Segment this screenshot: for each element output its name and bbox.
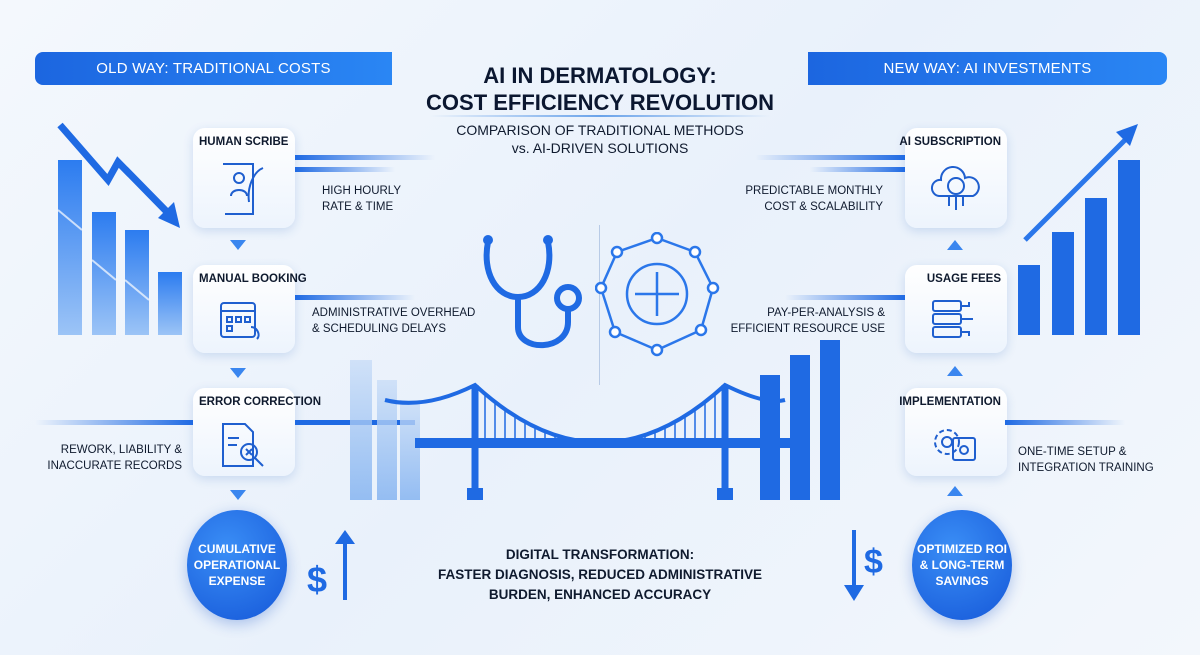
arrow-up-icon bbox=[947, 366, 963, 376]
usage-fees-card: USAGE FEES bbox=[905, 265, 1007, 353]
ai-subscription-desc: PREDICTABLE MONTHLY COST & SCALABILITY bbox=[700, 183, 883, 215]
connector-stripe bbox=[755, 155, 905, 160]
arrow-up-icon bbox=[947, 240, 963, 250]
new-way-banner: NEW WAY: AI INVESTMENTS bbox=[808, 52, 1167, 85]
optimized-roi-circle: OPTIMIZED ROI & LONG-TERM SAVINGS bbox=[912, 510, 1012, 620]
arrow-down-icon bbox=[230, 240, 246, 250]
card-title: USAGE FEES bbox=[926, 273, 1001, 285]
manual-booking-card: MANUAL BOOKING bbox=[193, 265, 307, 353]
subtitle-line: vs. AI-DRIVEN SOLUTIONS bbox=[511, 140, 689, 156]
ai-subscription-card: AI SUBSCRIPTION bbox=[899, 128, 1007, 228]
desc-line: INTEGRATION TRAINING bbox=[1018, 462, 1154, 474]
svg-text:$: $ bbox=[864, 543, 883, 581]
card-title: ERROR CORRECTION bbox=[199, 396, 322, 408]
usage-fees-desc: PAY-PER-ANALYSIS & EFFICIENT RESOURCE USE bbox=[700, 305, 885, 337]
desc-line: COST & SCALABILITY bbox=[764, 201, 883, 213]
skin-network-icon bbox=[595, 232, 720, 357]
card-title: HUMAN SCRIBE bbox=[199, 136, 289, 148]
error-correction-desc: REWORK, LIABILITY & INACCURATE RECORDS bbox=[30, 442, 182, 474]
server-circuit-icon bbox=[932, 300, 973, 338]
error-correction-card: ERROR CORRECTION bbox=[193, 388, 321, 476]
dollar-up-arrow-icon: $ bbox=[307, 530, 355, 600]
scribe-scroll-quill-icon bbox=[223, 163, 264, 215]
gear-window-icon bbox=[934, 429, 976, 461]
desc-line: & SCHEDULING DELAYS bbox=[312, 323, 446, 335]
desc-line: REWORK, LIABILITY & bbox=[60, 444, 182, 456]
stethoscope-icon bbox=[483, 235, 582, 349]
arrow-down-icon bbox=[230, 490, 246, 500]
title-divider bbox=[430, 115, 770, 117]
connector-stripe bbox=[295, 295, 415, 300]
subtitle: COMPARISON OF TRADITIONAL METHODS vs. AI… bbox=[395, 121, 805, 157]
old-way-banner: OLD WAY: TRADITIONAL COSTS bbox=[35, 52, 392, 85]
implementation-card: IMPLEMENTATION bbox=[899, 388, 1007, 476]
manual-booking-desc: ADMINISTRATIVE OVERHEAD & SCHEDULING DELA… bbox=[312, 305, 475, 337]
human-scribe-desc: HIGH HOURLY RATE & TIME bbox=[322, 183, 401, 215]
card-title: MANUAL BOOKING bbox=[199, 273, 307, 285]
result-label: CUMULATIVE OPERATIONAL EXPENSE bbox=[193, 542, 281, 588]
center-line: FASTER DIAGNOSIS, REDUCED ADMINISTRATIVE bbox=[437, 567, 763, 582]
connector-stripe bbox=[295, 155, 435, 160]
subtitle-line: COMPARISON OF TRADITIONAL METHODS bbox=[456, 122, 744, 138]
connector-stripe bbox=[295, 167, 395, 172]
arrow-up-icon bbox=[947, 486, 963, 496]
digital-transformation-text: DIGITAL TRANSFORMATION: FASTER DIAGNOSIS… bbox=[420, 545, 780, 605]
bridge-illustration bbox=[350, 340, 840, 500]
desc-line: INACCURATE RECORDS bbox=[47, 460, 182, 472]
document-magnifier-error-icon bbox=[222, 423, 264, 467]
desc-line: RATE & TIME bbox=[322, 201, 394, 213]
new-way-label: NEW WAY: AI INVESTMENTS bbox=[883, 60, 1092, 77]
human-scribe-card: HUMAN SCRIBE bbox=[193, 128, 295, 228]
connector-stripe bbox=[1005, 420, 1125, 425]
svg-text:$: $ bbox=[307, 559, 327, 600]
dollar-down-arrow-icon: $ bbox=[844, 530, 883, 601]
cloud-brain-icon bbox=[930, 166, 980, 210]
connector-stripe bbox=[810, 167, 905, 172]
desc-line: ONE-TIME SETUP & bbox=[1018, 446, 1127, 458]
desc-line: PREDICTABLE MONTHLY bbox=[745, 185, 883, 197]
implementation-desc: ONE-TIME SETUP & INTEGRATION TRAINING bbox=[1018, 444, 1154, 476]
center-line: BURDEN, ENHANCED ACCURACY bbox=[488, 587, 712, 602]
card-title: AI SUBSCRIPTION bbox=[899, 136, 1001, 148]
old-way-label: OLD WAY: TRADITIONAL COSTS bbox=[96, 60, 331, 77]
desc-line: HIGH HOURLY bbox=[322, 185, 402, 197]
declining-bar-chart-icon bbox=[57, 122, 182, 335]
title-line: COST EFFICIENCY REVOLUTION bbox=[426, 90, 774, 115]
connector-stripe bbox=[785, 295, 905, 300]
rising-bar-chart-icon bbox=[1018, 124, 1140, 335]
arrow-down-icon bbox=[230, 368, 246, 378]
card-title: IMPLEMENTATION bbox=[899, 396, 1001, 408]
center-divider bbox=[599, 225, 600, 385]
desc-line: PAY-PER-ANALYSIS & bbox=[767, 307, 885, 319]
desc-line: EFFICIENT RESOURCE USE bbox=[730, 323, 885, 335]
connector-stripe bbox=[35, 420, 193, 425]
result-label: OPTIMIZED ROI & LONG-TERM SAVINGS bbox=[917, 542, 1007, 588]
calendar-phone-icon bbox=[220, 302, 260, 340]
cumulative-expense-circle: CUMULATIVE OPERATIONAL EXPENSE bbox=[187, 510, 287, 620]
title-line: AI IN DERMATOLOGY: bbox=[483, 63, 717, 88]
page-title: AI IN DERMATOLOGY: COST EFFICIENCY REVOL… bbox=[395, 62, 805, 116]
desc-line: ADMINISTRATIVE OVERHEAD bbox=[312, 307, 476, 319]
center-line: DIGITAL TRANSFORMATION: bbox=[505, 547, 695, 562]
